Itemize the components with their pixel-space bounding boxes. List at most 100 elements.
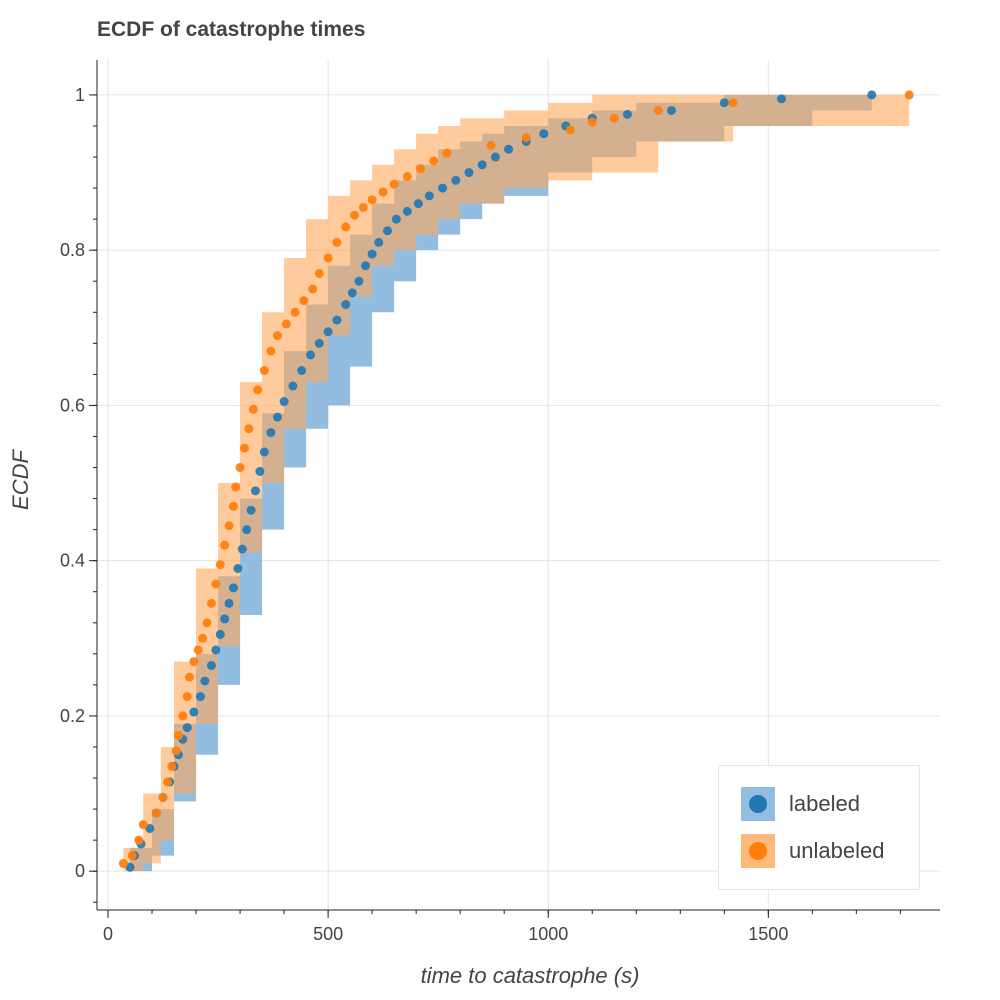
point-unlabeled: [389, 179, 399, 189]
point-unlabeled: [167, 761, 177, 771]
point-labeled: [323, 327, 333, 337]
point-labeled: [182, 723, 192, 733]
point-labeled: [504, 144, 514, 154]
point-unlabeled: [138, 820, 148, 830]
point-labeled: [361, 261, 371, 271]
point-labeled: [347, 288, 357, 298]
point-labeled: [332, 315, 342, 325]
y-tick-label: 0.4: [60, 551, 85, 571]
point-labeled: [259, 447, 269, 457]
point-labeled: [297, 366, 307, 376]
point-unlabeled: [402, 171, 412, 181]
point-labeled: [215, 629, 225, 639]
point-unlabeled: [198, 633, 208, 643]
legend-swatch-dot: [749, 795, 767, 813]
point-unlabeled: [308, 284, 318, 294]
point-labeled: [424, 191, 434, 201]
y-tick-label: 0.8: [60, 240, 85, 260]
point-labeled: [266, 428, 276, 438]
y-tick-label: 1: [75, 85, 85, 105]
point-labeled: [402, 206, 412, 216]
point-unlabeled: [259, 366, 269, 376]
point-labeled: [125, 862, 135, 872]
point-unlabeled: [378, 187, 388, 197]
point-unlabeled: [272, 331, 282, 341]
point-unlabeled: [904, 90, 914, 100]
point-labeled: [413, 199, 423, 209]
point-labeled: [233, 563, 243, 573]
point-labeled: [354, 276, 364, 286]
legend-swatch-labeled: [741, 787, 775, 821]
point-unlabeled: [182, 692, 192, 702]
y-tick-label: 0.2: [60, 706, 85, 726]
band-unlabeled: [123, 94, 910, 872]
legend-label-labeled: labeled: [789, 791, 860, 816]
point-unlabeled: [244, 424, 254, 434]
x-tick-label: 1500: [748, 924, 788, 944]
point-unlabeled: [184, 672, 194, 682]
point-unlabeled: [189, 657, 199, 667]
point-unlabeled: [173, 730, 183, 740]
legend-item-labeled: labeled: [741, 787, 860, 821]
point-labeled: [195, 692, 205, 702]
point-unlabeled: [281, 319, 291, 329]
point-unlabeled: [358, 202, 368, 212]
point-unlabeled: [193, 645, 203, 655]
point-labeled: [391, 214, 401, 224]
point-unlabeled: [118, 858, 128, 868]
point-labeled: [622, 109, 632, 119]
legend-swatch-unlabeled: [741, 834, 775, 868]
x-tick-label: 0: [103, 924, 113, 944]
point-unlabeled: [565, 125, 575, 135]
point-labeled: [272, 412, 282, 422]
point-unlabeled: [323, 253, 333, 263]
chart-title: ECDF of catastrophe times: [97, 18, 366, 41]
point-labeled: [206, 660, 216, 670]
point-unlabeled: [341, 222, 351, 232]
point-labeled: [242, 525, 252, 535]
point-unlabeled: [231, 482, 241, 492]
point-unlabeled: [314, 268, 324, 278]
point-unlabeled: [134, 835, 144, 845]
point-labeled: [288, 381, 298, 391]
point-unlabeled: [609, 113, 619, 123]
point-unlabeled: [290, 307, 300, 317]
point-unlabeled: [728, 98, 738, 108]
point-unlabeled: [235, 463, 245, 473]
point-unlabeled: [253, 385, 263, 395]
point-labeled: [341, 300, 351, 310]
legend-item-unlabeled: unlabeled: [741, 834, 884, 868]
point-labeled: [383, 226, 393, 236]
point-unlabeled: [248, 404, 258, 414]
point-labeled: [306, 350, 316, 360]
point-unlabeled: [220, 540, 230, 550]
point-unlabeled: [442, 148, 452, 158]
legend-label-unlabeled: unlabeled: [789, 838, 885, 863]
point-unlabeled: [350, 210, 360, 220]
y-tick-label: 0.6: [60, 395, 85, 415]
point-unlabeled: [521, 133, 531, 143]
point-labeled: [189, 707, 199, 717]
point-unlabeled: [215, 560, 225, 570]
point-unlabeled: [178, 711, 188, 721]
point-labeled: [374, 237, 384, 247]
point-labeled: [228, 583, 238, 593]
point-labeled: [539, 129, 549, 139]
point-unlabeled: [299, 296, 309, 306]
point-unlabeled: [224, 521, 234, 531]
point-unlabeled: [239, 443, 249, 453]
point-unlabeled: [162, 777, 172, 787]
point-unlabeled: [486, 140, 496, 150]
point-labeled: [224, 598, 234, 608]
point-unlabeled: [228, 501, 238, 511]
legend-swatch-dot: [749, 842, 767, 860]
point-labeled: [477, 160, 487, 170]
point-unlabeled: [211, 579, 221, 589]
point-labeled: [250, 486, 260, 496]
point-labeled: [255, 466, 265, 476]
y-tick-label: 0: [75, 861, 85, 881]
point-unlabeled: [367, 195, 377, 205]
point-labeled: [279, 397, 289, 407]
